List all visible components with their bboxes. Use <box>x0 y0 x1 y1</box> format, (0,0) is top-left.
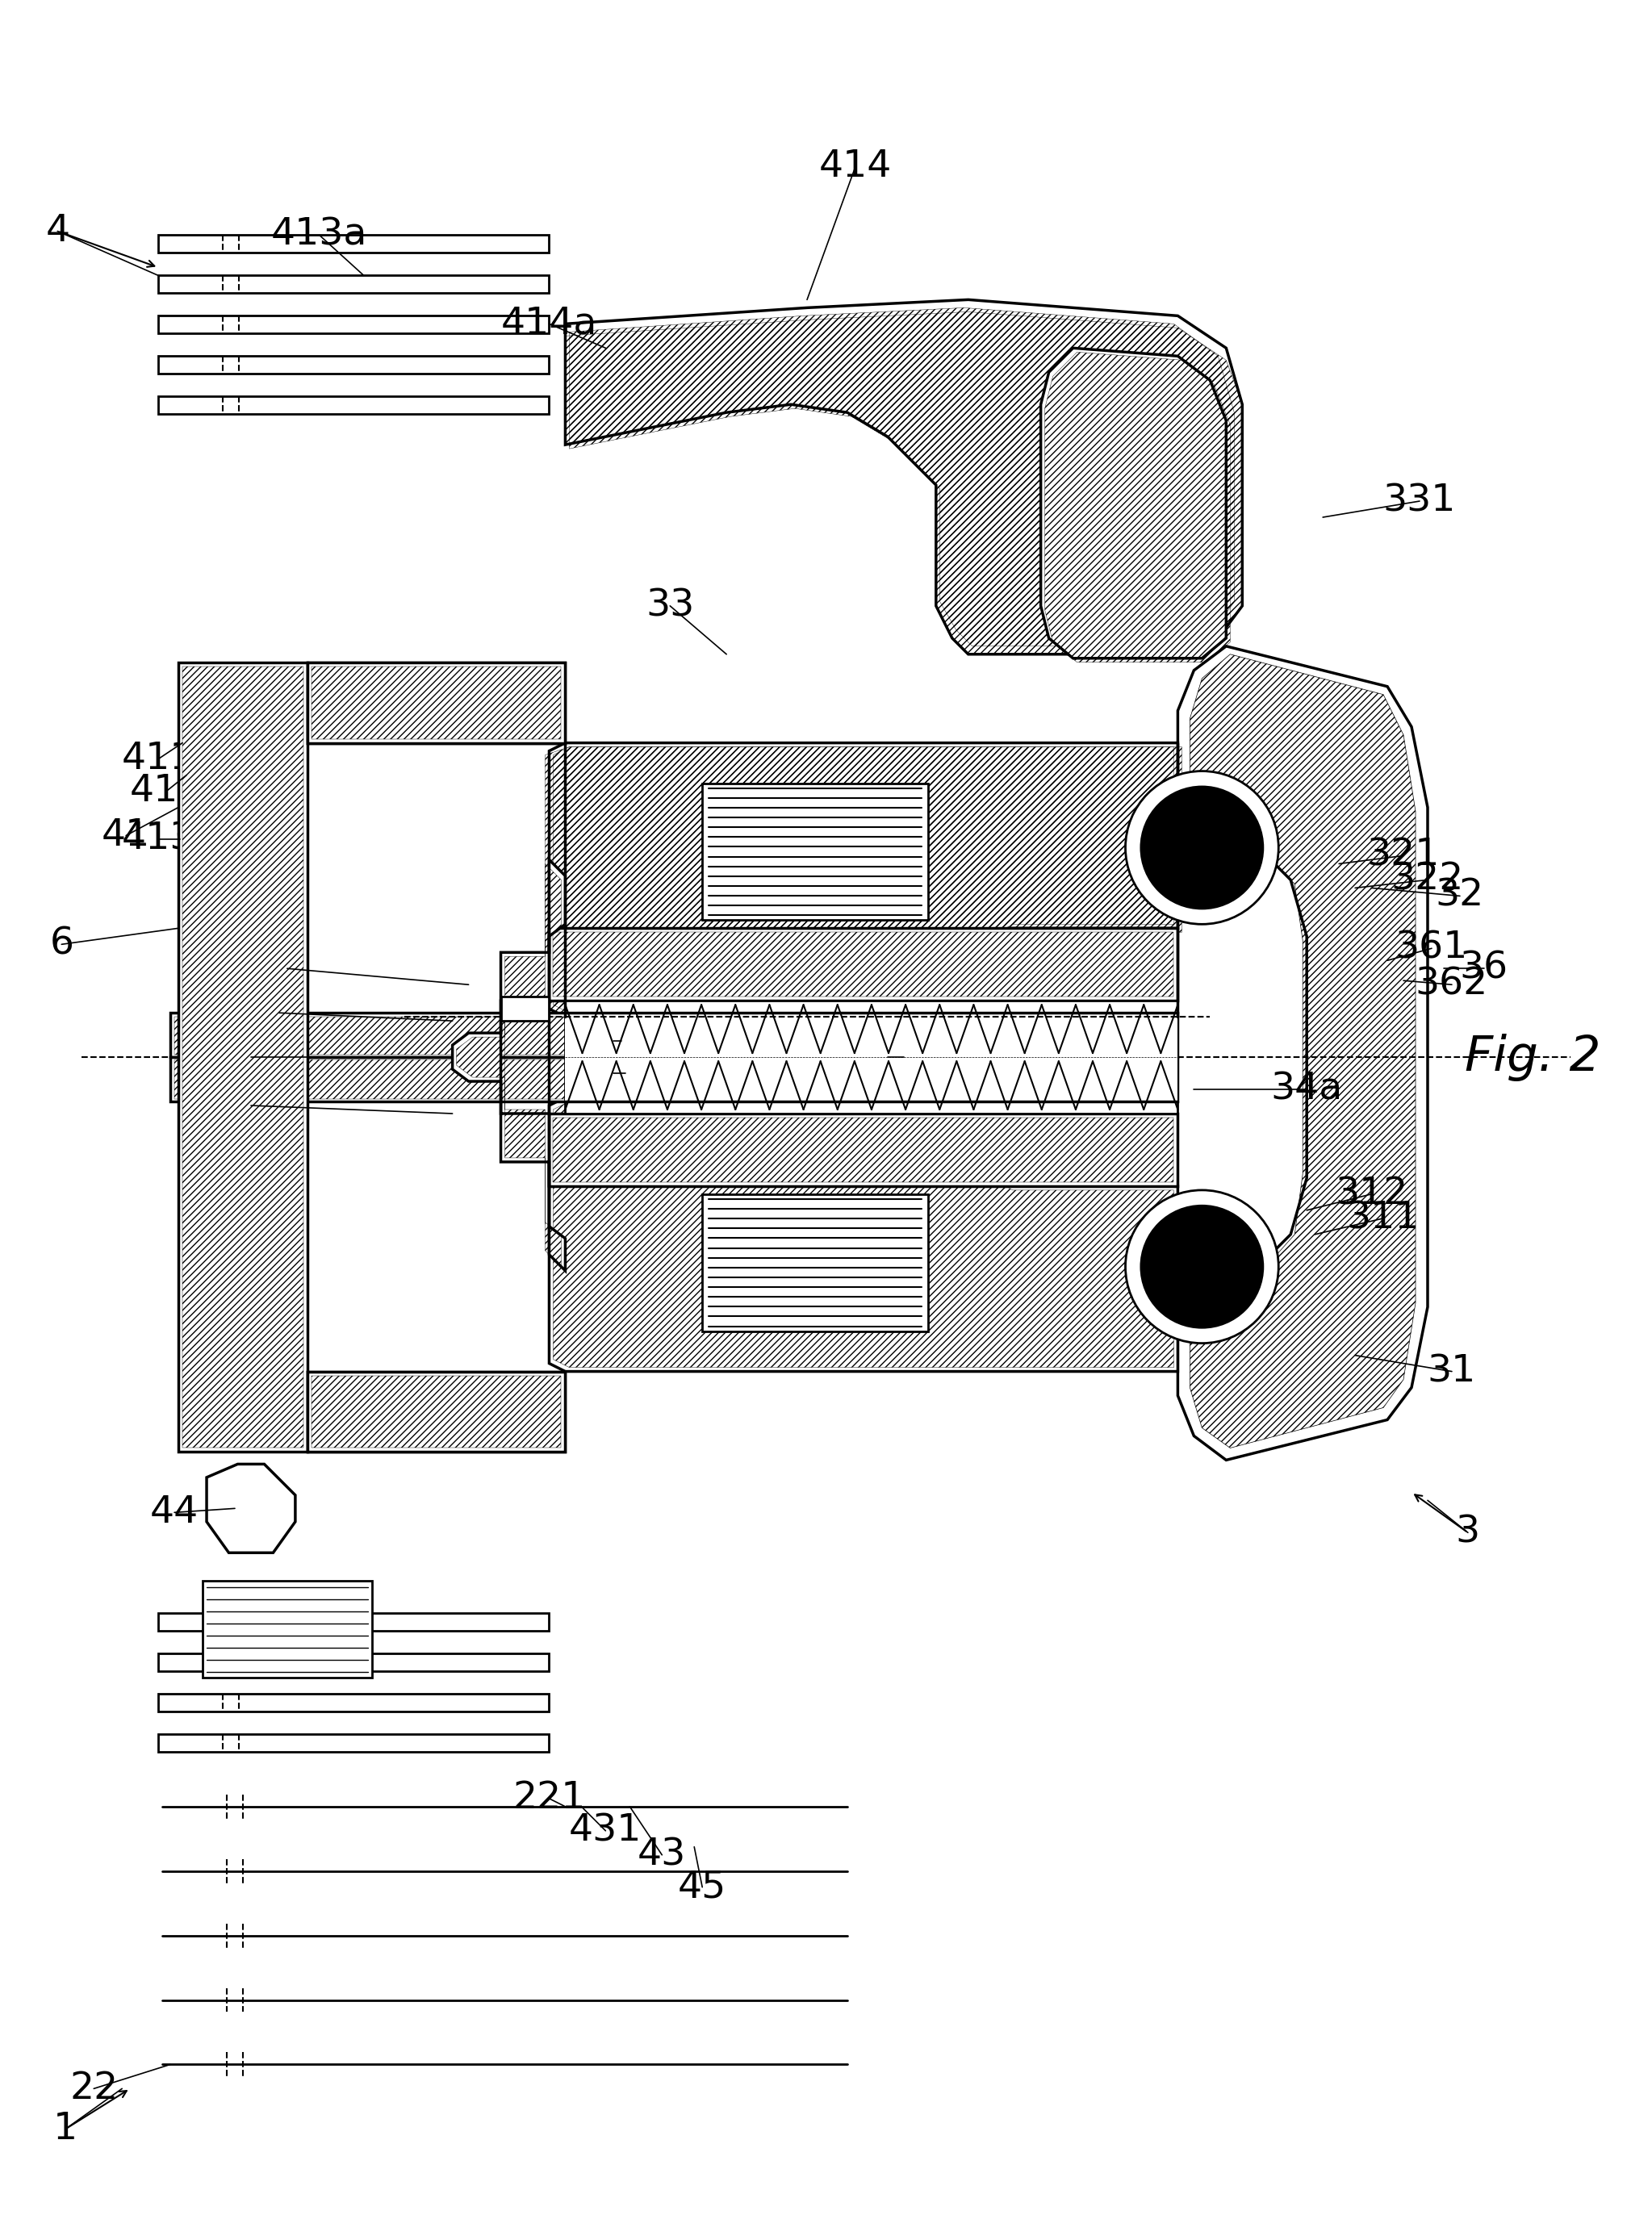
Text: 311: 311 <box>1346 1201 1419 1237</box>
Circle shape <box>1140 785 1264 910</box>
Text: 41: 41 <box>102 818 150 854</box>
Text: 6: 6 <box>50 926 74 961</box>
Text: 361: 361 <box>1396 930 1469 966</box>
Text: 414: 414 <box>819 148 892 186</box>
Polygon shape <box>203 1581 372 1677</box>
Text: 221: 221 <box>512 1780 585 1816</box>
Polygon shape <box>548 928 1178 1002</box>
Polygon shape <box>501 997 548 1022</box>
Polygon shape <box>548 742 1178 1017</box>
Circle shape <box>1125 1190 1279 1344</box>
Text: 31: 31 <box>1427 1353 1477 1389</box>
Text: 322: 322 <box>1391 861 1464 899</box>
Polygon shape <box>178 662 307 1451</box>
Text: L: L <box>240 1040 261 1076</box>
Text: 321: 321 <box>1366 838 1441 874</box>
Polygon shape <box>159 356 548 373</box>
Polygon shape <box>307 662 565 742</box>
Polygon shape <box>565 1013 1178 1102</box>
Polygon shape <box>1041 349 1226 657</box>
Text: 32: 32 <box>1436 879 1483 915</box>
Polygon shape <box>307 1371 565 1451</box>
Text: 43: 43 <box>638 1836 686 1874</box>
Text: 50a: 50a <box>590 1055 662 1091</box>
Polygon shape <box>159 1693 548 1711</box>
Polygon shape <box>159 1652 548 1670</box>
Polygon shape <box>159 235 548 253</box>
Circle shape <box>1140 1205 1264 1328</box>
Circle shape <box>1153 798 1251 897</box>
Polygon shape <box>159 1612 548 1630</box>
Text: 3: 3 <box>1455 1514 1480 1552</box>
Text: 1: 1 <box>53 2111 78 2147</box>
Text: 34: 34 <box>226 1087 276 1125</box>
Text: 413: 413 <box>122 821 195 859</box>
Polygon shape <box>170 1058 1178 1102</box>
Text: 412: 412 <box>131 774 203 809</box>
Text: 414a: 414a <box>501 306 598 342</box>
Polygon shape <box>307 1371 565 1451</box>
Text: 413a: 413a <box>271 217 368 253</box>
Polygon shape <box>702 783 928 921</box>
Text: 45: 45 <box>677 1869 727 1905</box>
Polygon shape <box>159 275 548 293</box>
Polygon shape <box>565 300 1242 655</box>
Circle shape <box>1153 1219 1251 1315</box>
Text: 46: 46 <box>598 1022 646 1060</box>
Polygon shape <box>548 1114 1178 1185</box>
Polygon shape <box>1178 646 1427 1460</box>
Polygon shape <box>159 396 548 414</box>
Text: 50b: 50b <box>867 1040 940 1076</box>
Text: 35: 35 <box>263 950 312 986</box>
Text: Fig. 2: Fig. 2 <box>1464 1033 1601 1080</box>
Text: 22: 22 <box>69 2071 117 2106</box>
Polygon shape <box>565 1002 1178 1114</box>
Text: 34a: 34a <box>1270 1071 1343 1107</box>
Polygon shape <box>307 662 565 742</box>
Text: 362: 362 <box>1416 966 1488 1002</box>
Polygon shape <box>548 1098 1178 1371</box>
Text: 36: 36 <box>1460 950 1508 986</box>
Polygon shape <box>159 315 548 333</box>
Text: 312: 312 <box>1335 1176 1408 1212</box>
Circle shape <box>1125 771 1279 923</box>
Polygon shape <box>159 1735 548 1751</box>
Polygon shape <box>206 1465 296 1552</box>
Polygon shape <box>453 859 565 1270</box>
Text: 331: 331 <box>1383 483 1455 519</box>
Polygon shape <box>170 1013 1178 1058</box>
Polygon shape <box>702 1194 928 1330</box>
Text: 4: 4 <box>45 212 69 250</box>
Text: 33: 33 <box>646 588 694 624</box>
Text: 431: 431 <box>568 1813 643 1849</box>
Text: 42: 42 <box>254 995 304 1031</box>
Text: 411: 411 <box>122 740 195 778</box>
Text: 44: 44 <box>150 1494 198 1532</box>
